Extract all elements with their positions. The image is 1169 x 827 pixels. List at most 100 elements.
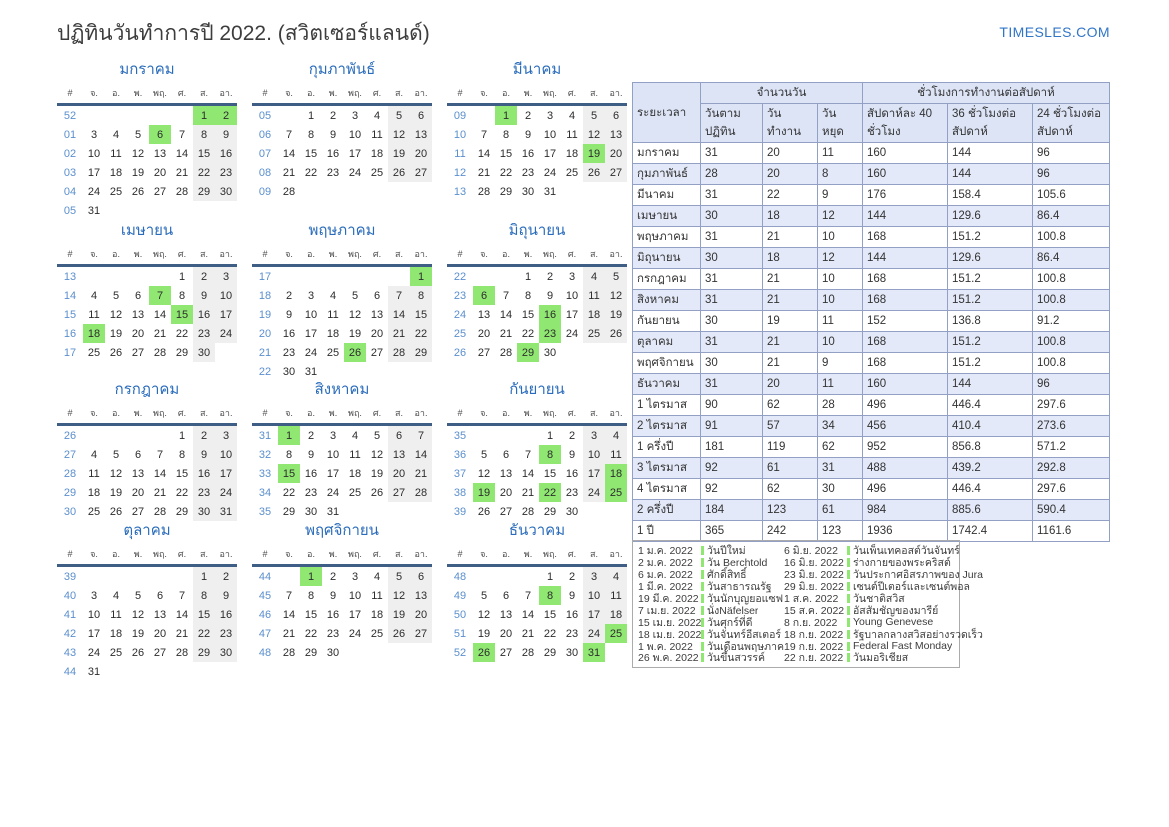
day-cell: 19: [109, 327, 123, 340]
day-cell: 21: [153, 486, 167, 499]
day-cell: 30: [282, 365, 296, 378]
day-cell: 15: [543, 467, 557, 480]
weekday-header: ศ.: [372, 407, 382, 418]
weekend-day-cell: 9: [193, 286, 215, 305]
week-number: 22: [258, 365, 272, 378]
empty-day-cell: [171, 662, 193, 681]
day-cell: 3: [351, 109, 359, 122]
weekend-day-cell: 9: [215, 586, 237, 605]
holiday-name: เซนต์ปีเตอร์และเซนต์พอล: [853, 581, 970, 594]
day-cell: 15: [499, 147, 513, 160]
day-cell: 7: [285, 128, 293, 141]
holiday-day-cell: 1: [495, 104, 517, 125]
weekend-day-cell: 26: [388, 163, 410, 182]
stats-value: 151.2: [947, 268, 1033, 290]
weekend-day-cell: 13: [410, 586, 432, 605]
week-row: 49 5 6 7 8 9 10 11: [447, 586, 627, 605]
day-cell: 3: [546, 109, 554, 122]
weekday-header: พ.: [133, 87, 143, 98]
week-row: 33 15 16 17 18 19 20 21: [252, 464, 432, 483]
brand-link[interactable]: TIMESLES.COM: [999, 24, 1110, 40]
day-cell: 26: [477, 505, 491, 518]
week-row: 43 24 25 26 27 28 29 30: [57, 643, 237, 662]
holiday-date: 29 มิ.ย. 2022: [784, 581, 844, 594]
day-cell: 28: [282, 185, 296, 198]
week-number: 52: [63, 109, 77, 122]
weekday-header: อ.: [307, 248, 315, 259]
week-number: 20: [258, 327, 272, 340]
week-number: 46: [258, 608, 272, 621]
holiday-day-cell: 8: [539, 445, 561, 464]
week-row: 52 1 2: [57, 104, 237, 126]
stats-value: 92: [700, 457, 763, 479]
weekday-header: จ.: [480, 248, 488, 259]
week-number: 21: [258, 346, 272, 359]
weekend-day-cell: 23: [215, 163, 237, 182]
day-cell: 19: [348, 327, 362, 340]
holiday-name: รัฐบาลกลางสวิสอย่างรวดเร็ว: [853, 628, 983, 641]
day-cell: 21: [521, 486, 535, 499]
weekend-day-cell: 7: [388, 286, 410, 305]
weekday-header: จ.: [285, 248, 293, 259]
empty-day-cell: [388, 643, 410, 662]
holiday-day-cell: 15: [278, 464, 300, 483]
week-row: 15 11 12 13 14 15 16 17: [57, 305, 237, 324]
weekday-header: พฤ.: [153, 248, 167, 259]
day-cell: 30: [521, 185, 535, 198]
day-cell: 26: [109, 346, 123, 359]
weekend-day-cell: 18: [605, 605, 627, 624]
week-number: 38: [453, 486, 467, 499]
weekday-header: ศ.: [567, 87, 577, 98]
day-cell: 14: [477, 147, 491, 160]
weekend-day-cell: 19: [605, 305, 627, 324]
holiday-date: 8 ก.ย. 2022: [784, 616, 838, 629]
day-cell: 26: [109, 505, 123, 518]
day-cell: 6: [156, 589, 164, 602]
day-cell: 14: [521, 467, 535, 480]
period-header: ระยะเวลา: [632, 82, 701, 143]
week-row: 41 10 11 12 13 14 15 16: [57, 605, 237, 624]
month-title: มีนาคม: [512, 61, 562, 78]
day-cell: 25: [109, 185, 123, 198]
day-cell: 25: [348, 486, 362, 499]
month-title: มิถุนายน: [508, 222, 566, 239]
period-label: มีนาคม: [632, 184, 701, 206]
day-cell: 7: [285, 589, 293, 602]
day-cell: 15: [521, 308, 535, 321]
working-days-table: ระยะเวลา จำนวนวัน ชั่วโมงการทำงานต่อสัปดาห…: [632, 82, 1110, 542]
week-row: 47 21 22 23 24 25 26 27: [252, 624, 432, 643]
stats-value: 496: [862, 394, 948, 416]
day-cell: 3: [351, 570, 359, 583]
holiday-day-cell: 1: [300, 565, 322, 586]
day-cell: 10: [304, 308, 318, 321]
day-cell: 6: [373, 289, 381, 302]
weekend-day-cell: 3: [215, 424, 237, 445]
stats-value: 28: [817, 394, 863, 416]
holiday-day-cell: 1: [410, 265, 432, 286]
stats-row: มกราคม 31 20 11 160 144 96: [632, 142, 1110, 164]
week-row: 13 1 2 3: [57, 265, 237, 287]
stats-value: 123: [817, 520, 863, 542]
empty-day-cell: [83, 105, 105, 126]
day-cell: 13: [153, 147, 167, 160]
period-label: 2 ไตรมาส: [632, 415, 701, 437]
month-table: # จ. อ. พ. พฤ. ศ. ส. อา. 35 1 2 3 4 36 5 6 7 8 9 10 11 37 12 13…: [447, 405, 627, 521]
empty-day-cell: [105, 662, 127, 681]
day-cell: 23: [304, 486, 318, 499]
weekday-header: ส.: [590, 407, 598, 418]
day-cell: 1: [178, 270, 186, 283]
day-cell: 14: [521, 608, 535, 621]
day-cell: 24: [565, 327, 579, 340]
day-cell: 13: [499, 608, 513, 621]
weekend-day-cell: 12: [605, 286, 627, 305]
stats-value: 9: [817, 184, 863, 206]
weekend-day-cell: 1: [193, 565, 215, 586]
empty-day-cell: [127, 266, 149, 287]
stats-value: 181: [700, 436, 763, 458]
weekend-day-cell: 17: [215, 305, 237, 324]
empty-day-cell: [83, 425, 105, 446]
day-cell: 1: [178, 429, 186, 442]
week-number-header: #: [457, 87, 463, 98]
day-cell: 25: [370, 166, 384, 179]
